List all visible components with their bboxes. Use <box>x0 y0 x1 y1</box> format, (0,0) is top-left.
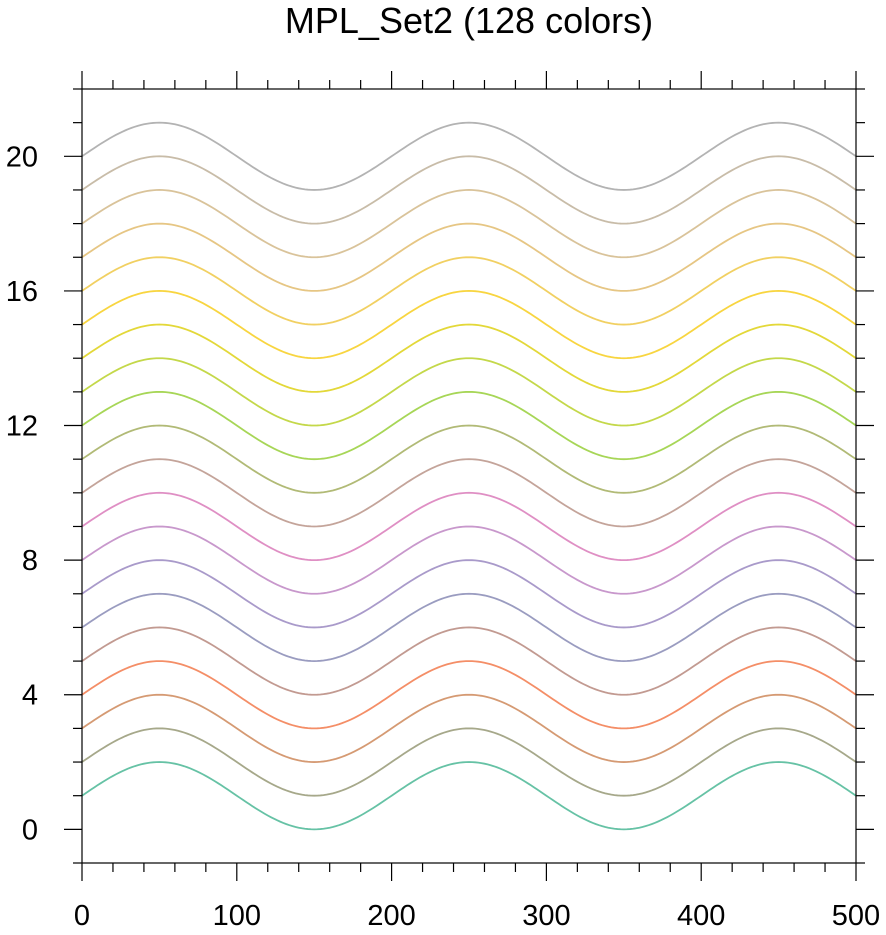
series-line-17 <box>81 222 857 292</box>
series-line-13 <box>81 357 857 427</box>
x-tick-label: 300 <box>522 900 570 932</box>
chart-title: MPL_Set2 (128 colors) <box>285 0 653 41</box>
series-line-11 <box>81 424 857 494</box>
series-line-4 <box>81 660 857 730</box>
series-line-12 <box>81 390 857 461</box>
x-tick-label: 200 <box>367 900 415 932</box>
series-line-15 <box>81 290 857 360</box>
y-tick-label: 16 <box>6 276 38 308</box>
series-line-8 <box>81 525 857 595</box>
series-line-7 <box>81 559 857 629</box>
series-line-16 <box>81 256 857 326</box>
x-tick-label: 0 <box>74 900 90 932</box>
y-tick-label: 12 <box>6 411 38 443</box>
x-tick-label: 100 <box>213 900 261 932</box>
tick-labels-layer: 0 100 200 300 400 500 0 4 8 12 16 20 <box>6 141 880 932</box>
ticks-layer <box>64 71 874 881</box>
series-line-19 <box>81 155 857 225</box>
series-line-6 <box>81 592 857 662</box>
y-tick-label: 8 <box>22 545 38 577</box>
y-tick-label: 20 <box>6 141 38 173</box>
x-tick-label: 400 <box>677 900 725 932</box>
plot-frame <box>81 88 857 864</box>
y-tick-label: 0 <box>22 814 38 846</box>
y-tick-label: 4 <box>22 680 38 712</box>
series-line-5 <box>81 626 857 696</box>
x-tick-label: 500 <box>832 900 880 932</box>
series-line-2 <box>81 727 857 797</box>
series-line-14 <box>81 323 857 393</box>
series-line-3 <box>81 693 857 763</box>
series-line-9 <box>81 491 857 562</box>
series-layer <box>81 121 857 831</box>
series-line-10 <box>81 458 857 528</box>
series-line-18 <box>81 189 857 259</box>
series-line-1 <box>81 761 857 831</box>
series-line-20 <box>81 121 857 191</box>
